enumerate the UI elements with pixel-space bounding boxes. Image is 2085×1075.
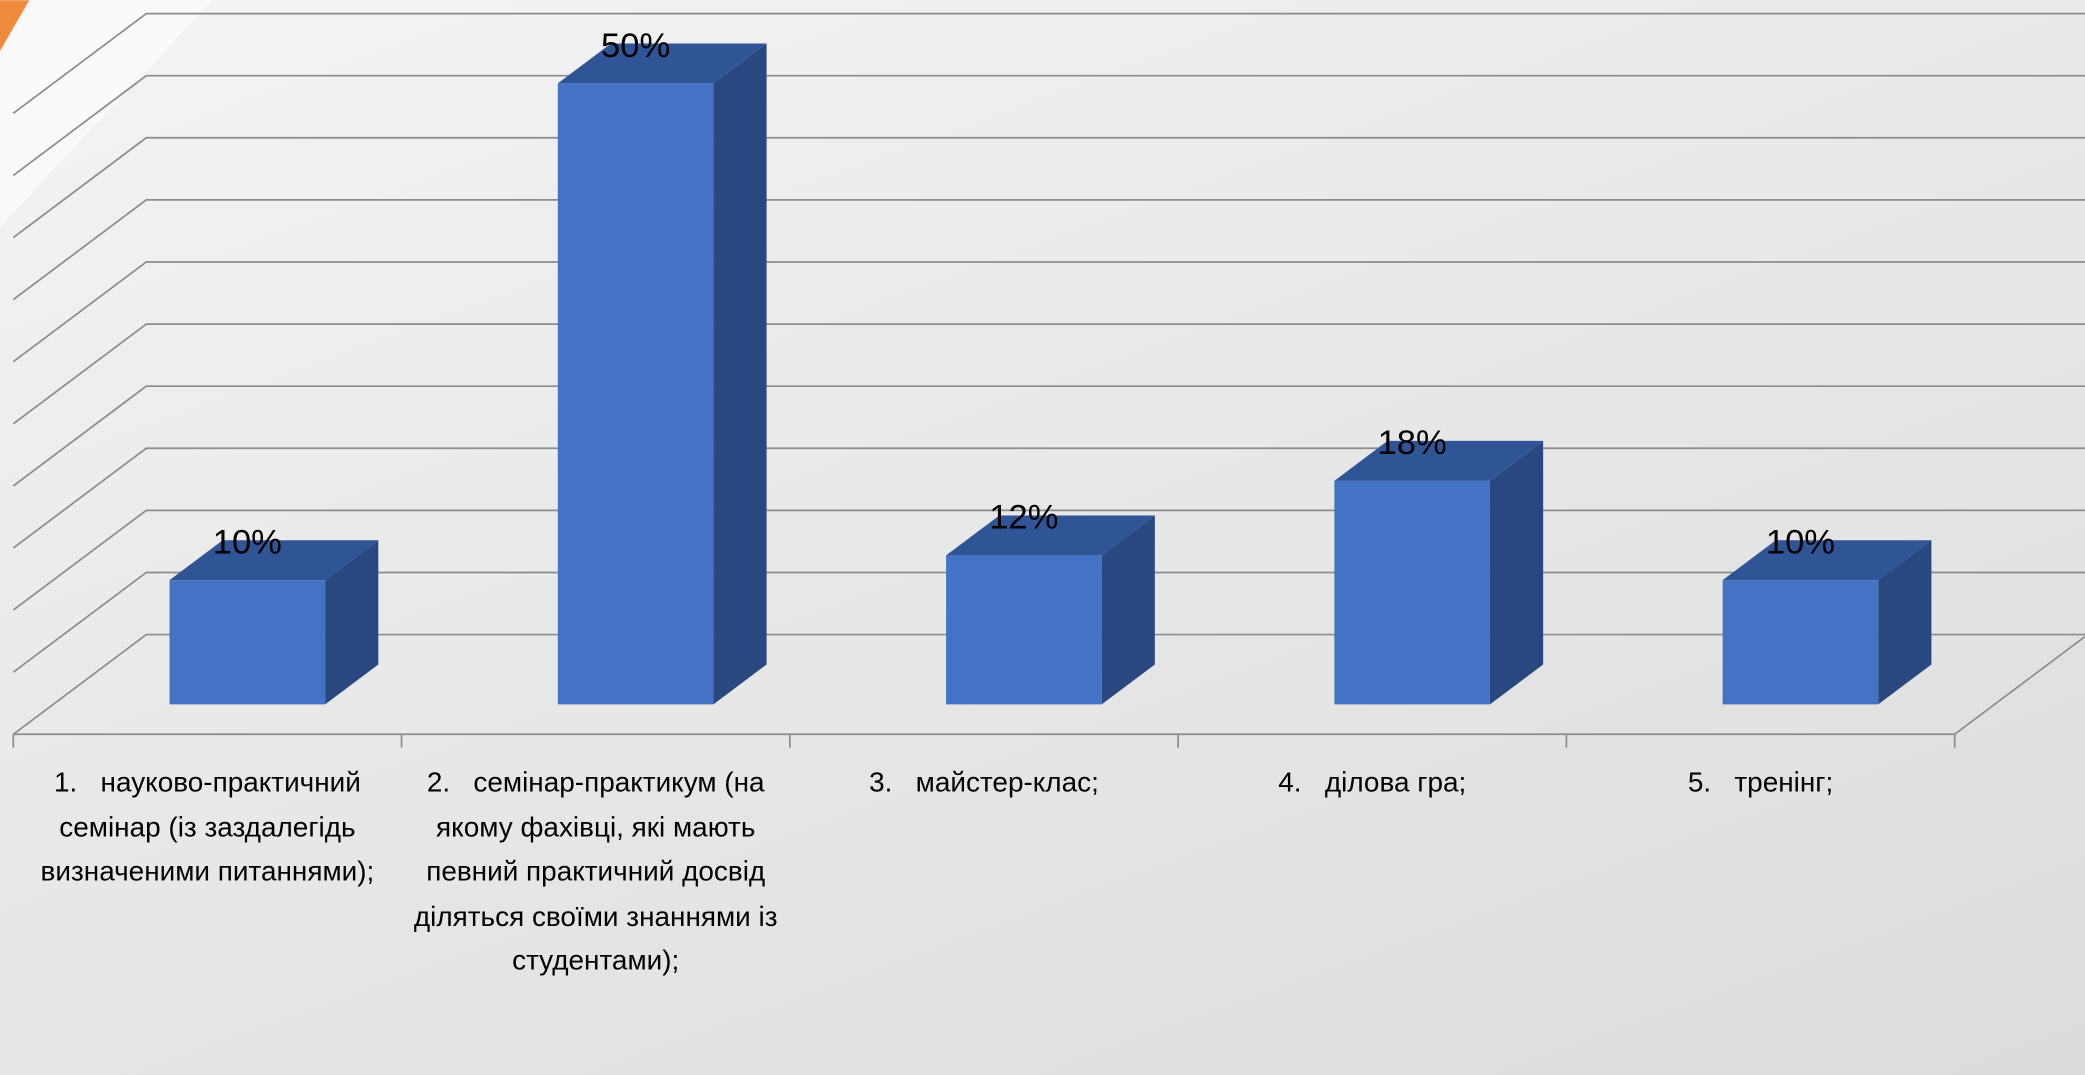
value-label: 18% <box>1378 424 1447 462</box>
page-curl <box>0 0 213 227</box>
x-tick-label: 1. науково-практичний семінар (із заздал… <box>40 767 375 888</box>
bar <box>946 555 1102 705</box>
x-tick-label: 5. тренінг; <box>1687 767 1834 799</box>
x-tick-label: 4. ділова гра; <box>1278 767 1467 799</box>
x-label-box: 5. тренінг; <box>1687 767 1834 799</box>
grid-line <box>12 74 2085 177</box>
x-label-box: 4. ділова гра; <box>1278 767 1467 799</box>
bar-side <box>1101 515 1155 705</box>
grid-line <box>12 12 2085 115</box>
x-tick-label: 2. семінар-практикум (на якому фахівці, … <box>413 767 778 977</box>
corner-decoration <box>0 0 30 51</box>
grid-line <box>12 323 2085 425</box>
bar <box>1334 480 1490 705</box>
grid-line <box>12 385 2085 487</box>
x-label-box: 3. майстер-клас; <box>869 767 1099 799</box>
x-label-box: 1. науково-практичний семінар (із заздал… <box>40 767 375 888</box>
value-label: 50% <box>601 27 670 65</box>
bar <box>1722 580 1879 705</box>
bar-side <box>1878 540 1932 705</box>
grid-line <box>12 136 2085 239</box>
grid-line <box>12 261 2085 363</box>
bar-top <box>1722 540 1932 581</box>
value-label: 10% <box>1766 524 1835 562</box>
value-label: 10% <box>213 524 282 562</box>
bar-side <box>713 43 767 705</box>
bar-top <box>946 515 1155 556</box>
bar-side <box>1489 440 1544 705</box>
bar <box>169 580 326 705</box>
x-label-box: 2. семінар-практикум (на якому фахівці, … <box>413 767 778 977</box>
bar-top <box>557 43 767 84</box>
x-tick-label: 3. майстер-клас; <box>869 767 1099 799</box>
grid-line <box>12 199 2085 301</box>
bar <box>557 83 714 705</box>
bar-top <box>169 540 379 581</box>
value-label: 12% <box>989 499 1058 537</box>
bar-top <box>1334 440 1544 481</box>
bar-side <box>325 540 379 705</box>
